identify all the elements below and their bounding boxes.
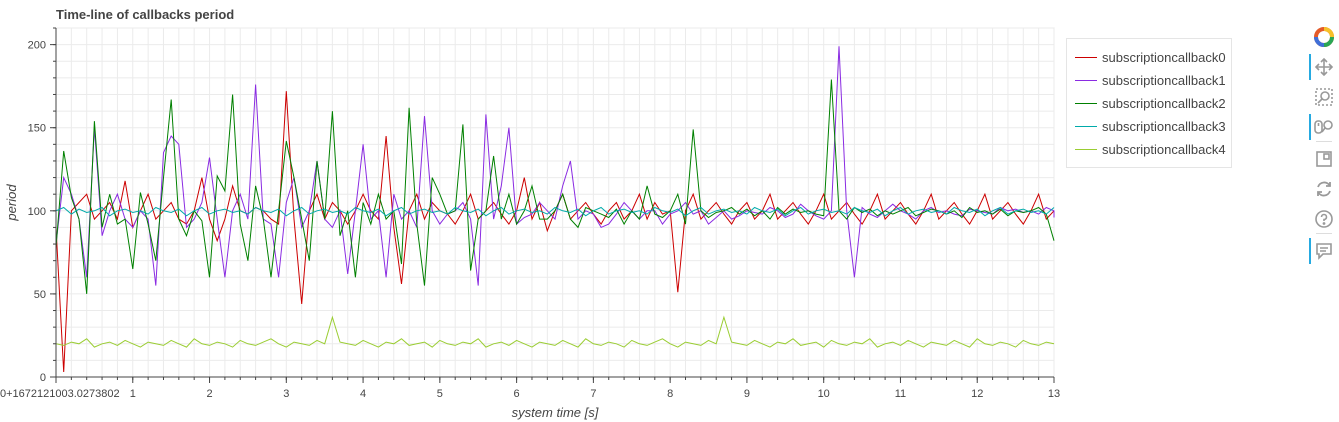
x-tick-label: 8 [667, 388, 673, 400]
chart-title: Time-line of callbacks period [56, 7, 235, 22]
x-tick-label: 4 [360, 388, 366, 400]
y-tick-label: 100 [28, 206, 46, 218]
hover-tool-icon[interactable] [1309, 238, 1338, 264]
legend-label: subscriptioncallback3 [1102, 118, 1226, 134]
legend-item[interactable]: subscriptioncallback1 [1075, 70, 1226, 90]
x-tick-label: 2 [206, 388, 212, 400]
plot-area [55, 27, 1055, 378]
x-tick-label: 3 [283, 388, 289, 400]
legend-label: subscriptioncallback4 [1102, 141, 1226, 157]
legend-label: subscriptioncallback1 [1102, 72, 1226, 88]
x-tick-label: 12 [971, 388, 983, 400]
x-tick-label: 13 [1048, 388, 1060, 400]
x-tick-label: 0+1672121003.0273802 [0, 388, 120, 400]
y-tick-label: 50 [34, 289, 46, 301]
legend-swatch [1075, 79, 1097, 81]
bokeh-logo-icon[interactable] [1310, 24, 1338, 50]
series-line-subscriptioncallback3 [55, 206, 1055, 217]
chart-legend[interactable]: subscriptioncallback0 subscriptioncallbac… [1066, 38, 1232, 168]
x-tick-label: 11 [895, 388, 906, 400]
x-tick-label: 1 [130, 388, 136, 400]
legend-item[interactable]: subscriptioncallback2 [1075, 93, 1226, 113]
y-tick-label: 150 [28, 123, 46, 135]
legend-label: subscriptioncallback2 [1102, 95, 1226, 111]
legend-swatch [1075, 102, 1097, 104]
x-tick-label: 6 [514, 388, 520, 400]
y-tick-label: 0 [40, 372, 46, 384]
legend-item[interactable]: subscriptioncallback3 [1075, 116, 1226, 136]
series-line-subscriptioncallback2 [55, 79, 1055, 294]
y-tick-label: 200 [28, 40, 46, 52]
legend-item[interactable]: subscriptioncallback0 [1075, 47, 1226, 67]
y-axis-label: period [4, 184, 19, 222]
wheel-zoom-tool-icon[interactable] [1309, 114, 1338, 140]
legend-swatch [1075, 56, 1097, 58]
legend-swatch [1075, 125, 1097, 127]
legend-item[interactable]: subscriptioncallback4 [1075, 139, 1226, 159]
pan-tool-icon[interactable] [1309, 54, 1338, 80]
reset-tool-icon[interactable] [1310, 176, 1338, 202]
legend-label: subscriptioncallback0 [1102, 49, 1226, 65]
help-tool-icon[interactable] [1310, 206, 1338, 232]
x-tick-label: 7 [590, 388, 596, 400]
x-tick-label: 5 [437, 388, 443, 400]
x-axis-label: system time [s] [512, 405, 599, 420]
save-tool-icon[interactable] [1310, 146, 1338, 172]
legend-swatch [1075, 148, 1097, 150]
x-tick-label: 10 [818, 388, 830, 400]
x-tick-label: 9 [744, 388, 750, 400]
series-line-subscriptioncallback4 [55, 315, 1055, 348]
box-zoom-tool-icon[interactable] [1310, 84, 1338, 110]
